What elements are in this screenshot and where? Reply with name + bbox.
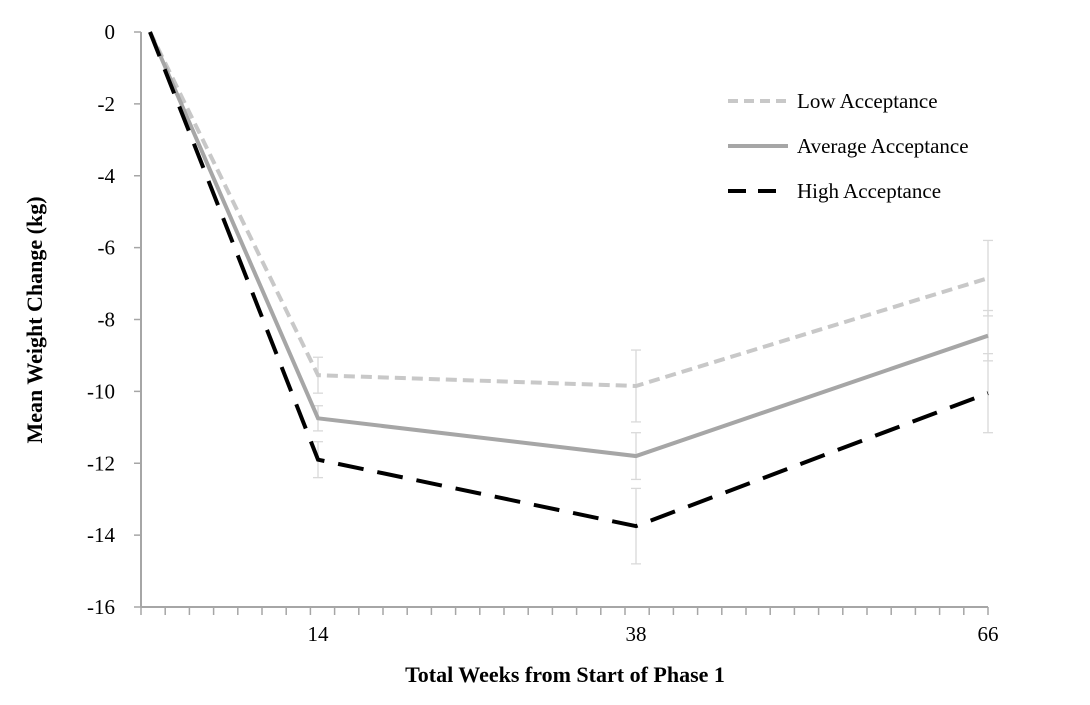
y-tick-label: -8: [98, 308, 116, 332]
y-tick-label: 0: [105, 20, 116, 44]
y-tick-label: -6: [98, 236, 116, 260]
legend-label: High Acceptance: [797, 179, 941, 203]
series-line-average-acceptance: [148, 31, 989, 459]
series-line-low-acceptance: [148, 31, 989, 388]
legend-label: Average Acceptance: [797, 134, 969, 158]
x-tick-label: 14: [308, 622, 330, 646]
x-axis-label: Total Weeks from Start of Phase 1: [405, 662, 725, 687]
y-axis-label: Mean Weight Change (kg): [22, 196, 47, 443]
y-tick-label: -16: [87, 595, 115, 619]
x-tick-label: 66: [978, 622, 999, 646]
series-line-high-acceptance: [148, 31, 989, 529]
y-tick-label: -12: [87, 451, 115, 475]
legend-label: Low Acceptance: [797, 89, 938, 113]
y-tick-label: -4: [98, 164, 116, 188]
y-tick-label: -14: [87, 523, 115, 547]
y-tick-label: -10: [87, 379, 115, 403]
x-tick-label: 38: [626, 622, 647, 646]
y-tick-label: -2: [98, 92, 116, 116]
